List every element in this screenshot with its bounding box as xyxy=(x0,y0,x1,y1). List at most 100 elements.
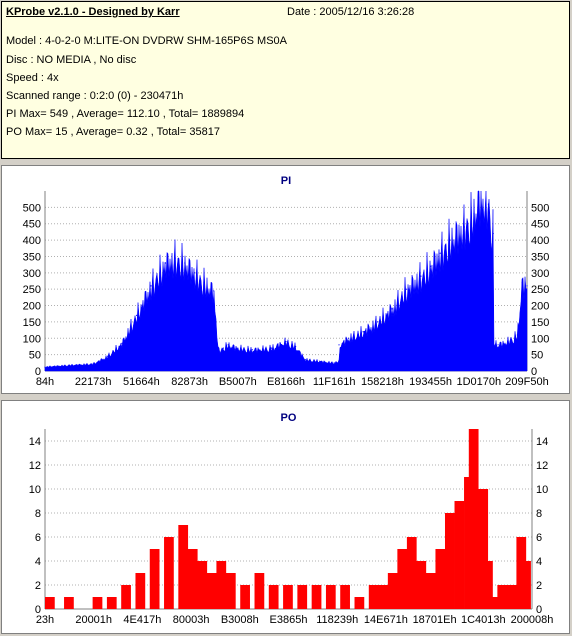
po-bar xyxy=(164,537,174,609)
y-tick-label-right: 14 xyxy=(536,436,548,448)
x-tick-label: B3008h xyxy=(221,614,259,626)
y-tick-label-left: 12 xyxy=(29,460,41,472)
pi-data-point xyxy=(362,331,364,333)
x-tick-label: 200008h xyxy=(511,614,554,626)
y-tick-label-left: 14 xyxy=(29,436,41,448)
pi-data-point xyxy=(227,344,229,346)
pi-data-point xyxy=(333,362,335,364)
y-tick-label-right: 400 xyxy=(531,235,549,247)
x-tick-label: 82873h xyxy=(171,376,208,388)
po-bar xyxy=(478,489,489,609)
x-tick-label: 23h xyxy=(36,614,54,626)
y-tick-label-left: 150 xyxy=(23,317,41,329)
info-panel: KProbe v2.1.0 - Designed by Karr Date : … xyxy=(1,1,570,159)
pi-data-point xyxy=(319,360,321,362)
y-tick-label-right: 50 xyxy=(531,350,543,362)
pi-data-point xyxy=(391,308,393,310)
pi-chart: PI 0 0 50 50 100 100 150 150 200 200 250 250 300 300 35… xyxy=(23,175,550,388)
pi-series-area xyxy=(44,190,528,372)
pi-data-point xyxy=(222,347,224,349)
po-bar xyxy=(92,597,103,609)
y-tick-label-left: 200 xyxy=(23,301,41,313)
pi-data-point xyxy=(135,314,138,316)
pi-data-point xyxy=(492,340,494,343)
y-tick-label-right: 500 xyxy=(531,202,549,214)
x-tick-label: B5007h xyxy=(219,376,257,388)
y-tick-label-left: 250 xyxy=(23,284,41,296)
x-tick-label: 22173h xyxy=(75,376,112,388)
po-bar xyxy=(297,585,308,609)
x-tick-label: 84h xyxy=(36,376,54,388)
po-bar xyxy=(483,561,493,609)
po-bar xyxy=(240,585,250,609)
po-bar xyxy=(45,597,55,609)
y-tick-label-right: 250 xyxy=(531,284,549,296)
po-bar xyxy=(506,585,517,609)
y-tick-label-right: 0 xyxy=(536,604,542,616)
po-bar xyxy=(354,597,365,609)
y-tick-label-left: 4 xyxy=(35,556,41,568)
y-tick-label-left: 100 xyxy=(23,333,41,345)
pi-data-point xyxy=(338,344,340,346)
po-bar xyxy=(416,561,427,609)
x-tick-label: 14E671h xyxy=(364,614,408,626)
x-tick-label: 158218h xyxy=(361,376,404,388)
y-tick-label-right: 100 xyxy=(531,333,549,345)
po-bar xyxy=(311,585,322,609)
x-tick-label: 118239h xyxy=(316,614,358,626)
y-tick-label-left: 6 xyxy=(35,532,41,544)
po-bar xyxy=(121,585,131,609)
po-bar xyxy=(454,501,465,609)
po-bar xyxy=(340,585,350,609)
chart-title: PI xyxy=(281,175,291,187)
pi-data-point xyxy=(463,226,465,228)
pi-data-point xyxy=(164,262,167,264)
pi-data-point xyxy=(492,232,494,235)
pi-data-point xyxy=(487,203,490,205)
y-tick-label-right: 4 xyxy=(536,556,542,568)
y-tick-label-right: 0 xyxy=(531,366,537,378)
x-tick-label: 1D0170h xyxy=(456,376,501,388)
po-bar xyxy=(325,585,336,609)
x-tick-label: 4E417h xyxy=(123,614,161,626)
y-tick-label-right: 350 xyxy=(531,251,549,263)
x-tick-label: 209F50h xyxy=(505,376,548,388)
pi-data-point xyxy=(150,285,152,287)
y-tick-label-right: 200 xyxy=(531,301,549,313)
info-po-summary: PO Max= 15 , Average= 0.32 , Total= 3581… xyxy=(6,126,220,138)
y-tick-label-left: 2 xyxy=(35,580,41,592)
pi-data-point xyxy=(507,340,509,343)
y-tick-label-right: 6 xyxy=(536,532,542,544)
pi-data-point xyxy=(439,252,441,254)
y-tick-label-right: 150 xyxy=(531,317,549,329)
pi-data-point xyxy=(430,265,432,267)
y-tick-label-left: 300 xyxy=(23,268,41,280)
pi-data-point xyxy=(44,366,46,368)
pi-data-point xyxy=(338,360,340,362)
po-bar xyxy=(254,573,265,609)
pi-data-point xyxy=(251,349,253,351)
app-title: KProbe v2.1.0 - Designed by Karr xyxy=(6,6,180,18)
y-tick-label-right: 300 xyxy=(531,268,549,280)
po-bar xyxy=(368,585,379,609)
po-bar xyxy=(406,537,417,609)
pi-data-point xyxy=(270,347,273,349)
pi-data-point xyxy=(217,350,220,352)
pi-data-point xyxy=(348,337,350,339)
pi-data-point xyxy=(521,282,523,284)
pi-data-point xyxy=(121,342,123,344)
y-tick-label-right: 2 xyxy=(536,580,542,592)
pi-data-point xyxy=(516,334,518,336)
po-bar xyxy=(521,561,531,609)
y-tick-label-right: 8 xyxy=(536,508,542,520)
po-bar xyxy=(268,585,279,609)
pi-data-point xyxy=(497,344,499,346)
po-chart: PO 0 0 2 2 4 4 6 6 8 8 10 10 12 12 14 14 23h 20001h 4E417h 8… xyxy=(29,412,554,626)
y-tick-label-left: 10 xyxy=(29,484,41,496)
pi-data-point xyxy=(304,358,306,361)
po-bar xyxy=(444,513,455,609)
x-tick-label: E3865h xyxy=(270,614,308,626)
po-bar xyxy=(497,585,508,609)
pi-data-point xyxy=(237,347,239,349)
po-bar xyxy=(178,525,189,609)
